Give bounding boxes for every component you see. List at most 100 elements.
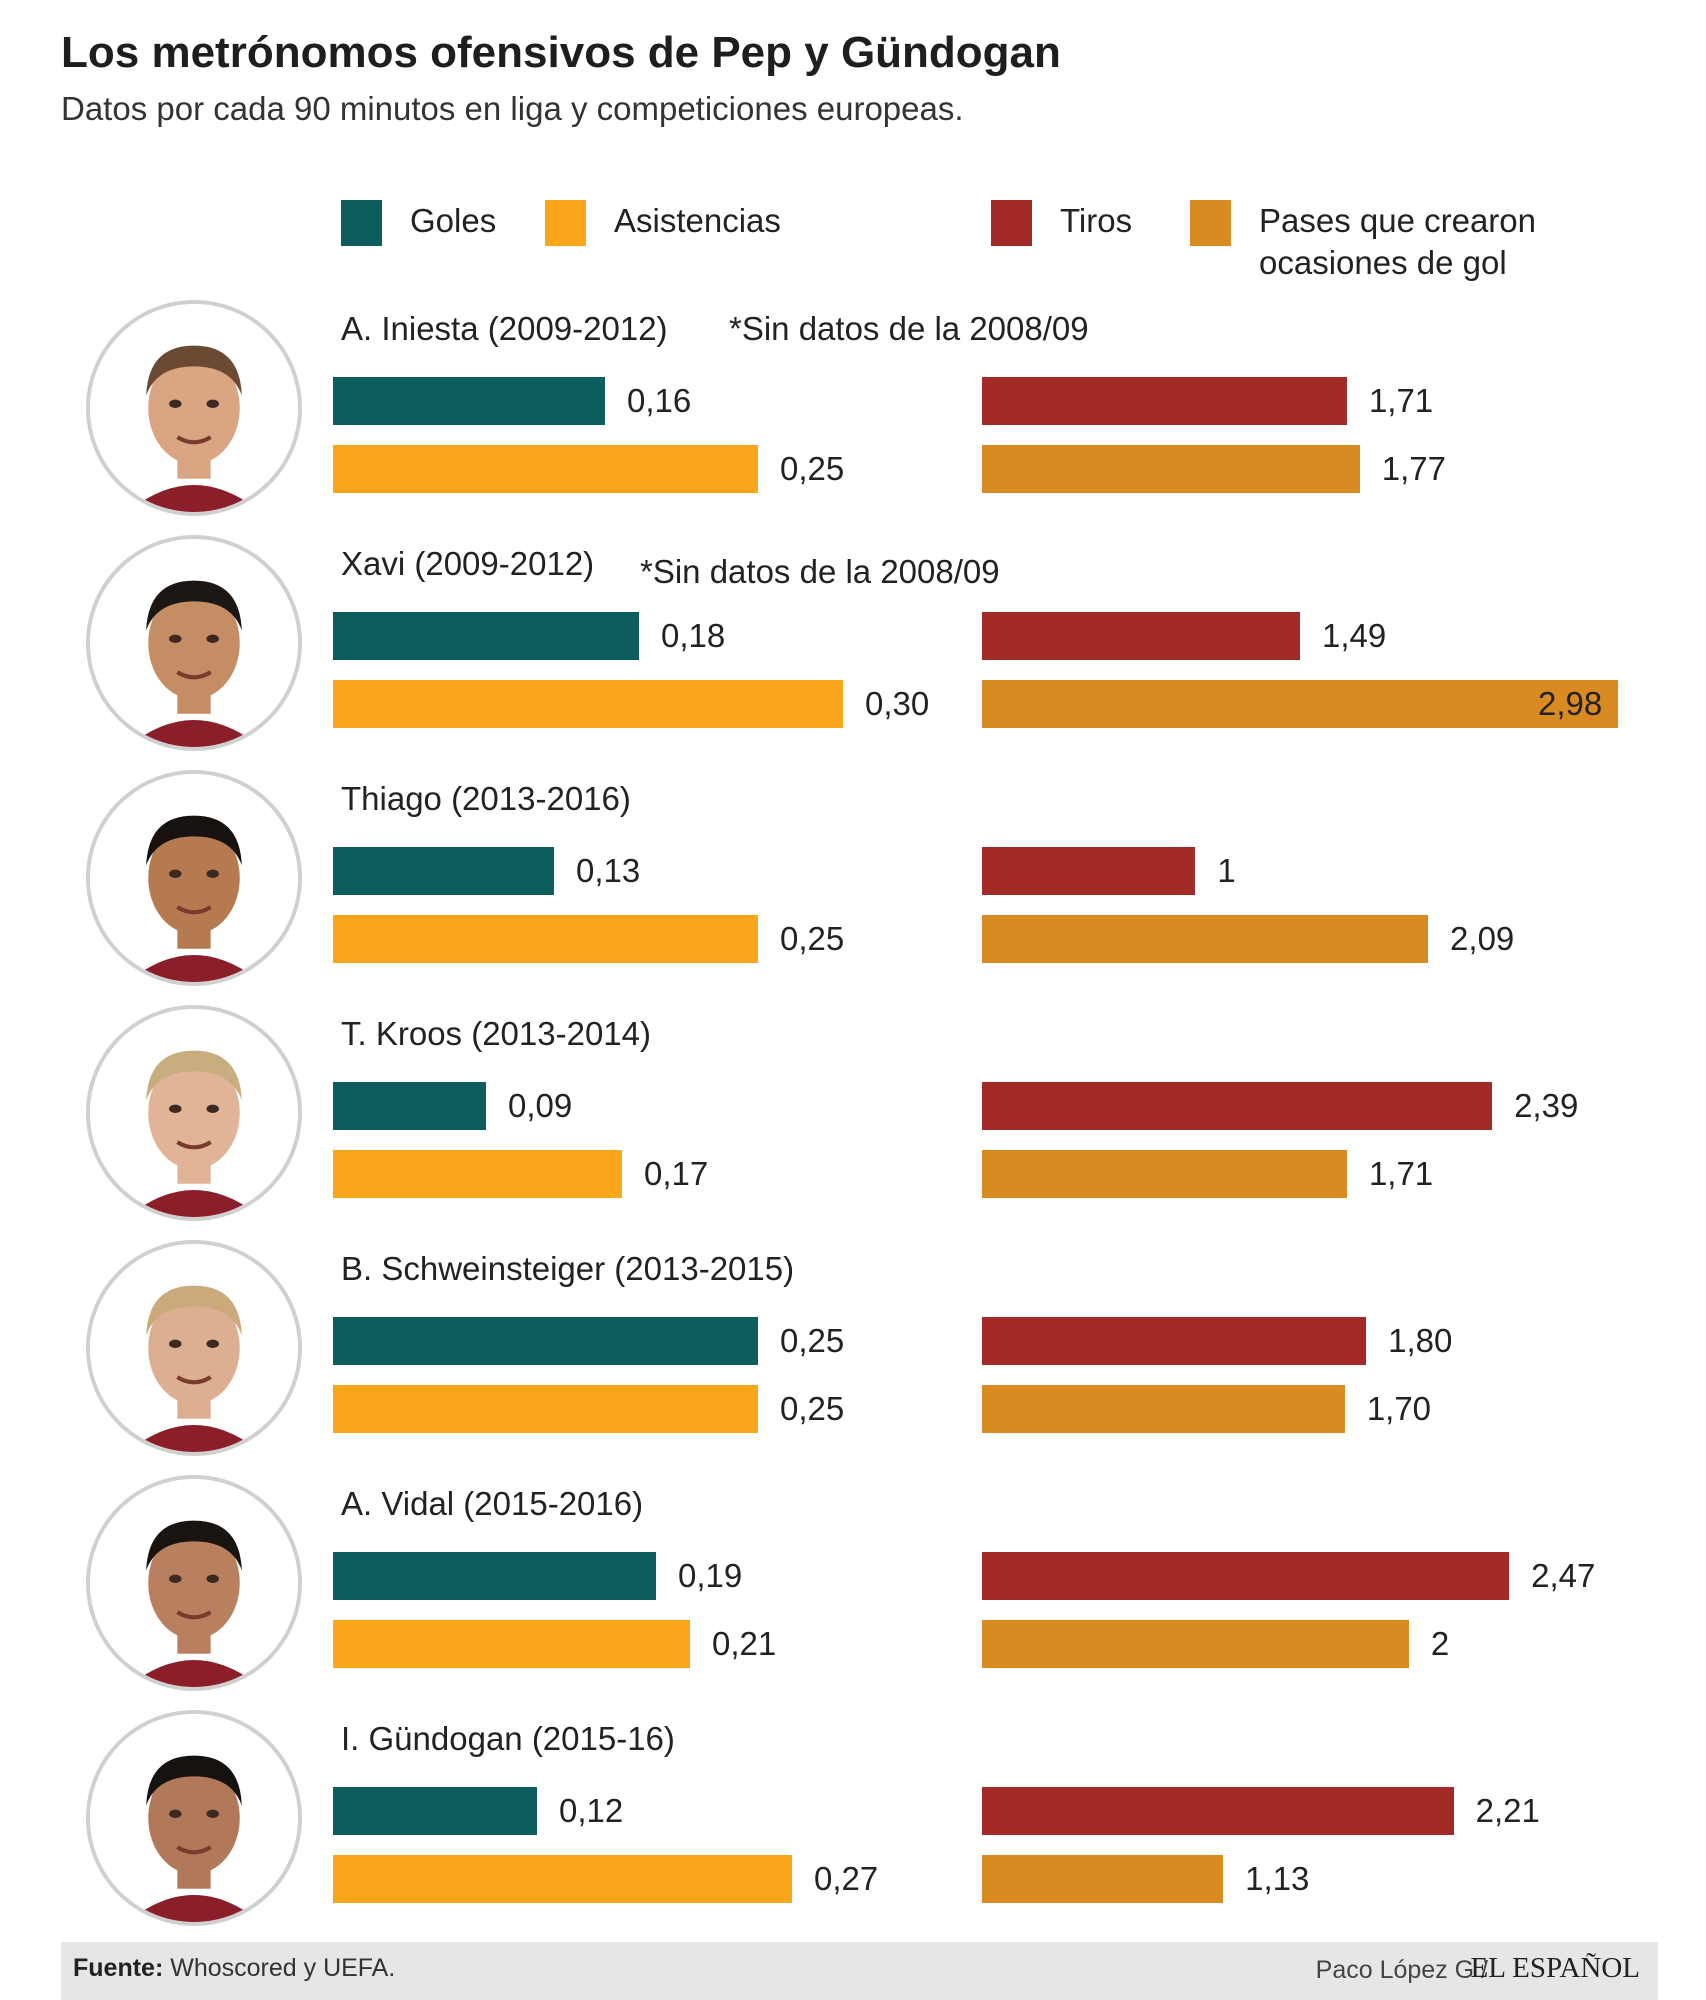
legend-swatch-goles — [341, 200, 382, 246]
player-portrait-icon — [90, 774, 298, 982]
player-name: A. Iniesta (2009-2012) — [341, 310, 668, 347]
bar-value-tiros: 1 — [1217, 852, 1236, 889]
bar-goles — [333, 1082, 486, 1130]
bar-value-goles: 0,19 — [678, 1557, 743, 1594]
player-photo — [86, 535, 302, 751]
bar-value-goles: 0,13 — [576, 852, 641, 889]
bar-value-pases-que-crearon-ocasiones-de-gol: 2 — [1430, 1625, 1450, 1662]
player-portrait-icon — [90, 539, 298, 747]
bar-value-pases-que-crearon-ocasiones-de-gol: 1,13 — [1245, 1860, 1310, 1897]
player-portrait-icon — [90, 304, 298, 512]
legend-label-pases: Pases que crearon ocasiones de gol — [1259, 202, 1537, 281]
bar-pases-que-crearon-ocasiones-de-gol — [982, 915, 1429, 963]
legend-label-tiros: Tiros — [1060, 202, 1133, 239]
player-name: B. Schweinsteiger (2013-2015) — [341, 1250, 795, 1287]
bar-value-asistencias: 0,17 — [644, 1155, 709, 1192]
bar-value-goles: 0,12 — [559, 1792, 624, 1829]
bar-tiros — [982, 377, 1347, 425]
bar-goles — [333, 847, 554, 895]
data-note: *Sin datos de la 2008/09 — [640, 553, 1000, 590]
bar-value-goles: 0,16 — [627, 382, 692, 419]
bar-value-tiros: 1,71 — [1368, 382, 1434, 419]
bar-asistencias — [333, 915, 758, 963]
player-photo — [86, 300, 302, 516]
bar-value-tiros: 2,47 — [1531, 1557, 1596, 1594]
bar-value-asistencias: 0,21 — [712, 1625, 777, 1662]
bar-goles — [333, 1787, 537, 1835]
player-row: B. Schweinsteiger (2013-2015) 0,25 0,25 1,8… — [0, 1240, 1706, 1475]
bar-pases-que-crearon-ocasiones-de-gol — [982, 1150, 1347, 1198]
bar-value-pases-que-crearon-ocasiones-de-gol: 2,09 — [1450, 920, 1515, 957]
bar-value-tiros: 2,39 — [1514, 1087, 1579, 1124]
bar-value-asistencias: 0,25 — [780, 450, 845, 487]
bar-value-asistencias: 0,30 — [865, 685, 930, 722]
footer-source: Fuente: Whoscored y UEFA. — [73, 1954, 395, 1983]
player-photo — [86, 1710, 302, 1926]
bar-value-tiros: 1,80 — [1388, 1322, 1453, 1359]
legend-item-pases: Pases que crearon ocasiones de gol — [1190, 200, 1536, 281]
footer-author: Paco López G / — [1315, 1956, 1488, 1984]
legend-label-goles: Goles — [410, 202, 497, 239]
legend-swatch-tiros — [991, 200, 1032, 246]
player-portrait-icon — [90, 1009, 298, 1217]
legend-item-tiros: Tiros — [991, 200, 1132, 246]
bar-value-goles: 0,25 — [780, 1322, 845, 1359]
bar-tiros — [982, 847, 1196, 895]
player-name: Thiago (2013-2016) — [341, 780, 631, 817]
bar-goles — [333, 1552, 656, 1600]
bar-pases-que-crearon-ocasiones-de-gol — [982, 1855, 1224, 1903]
bar-value-asistencias: 0,25 — [780, 920, 845, 957]
player-portrait-icon — [90, 1244, 298, 1452]
bar-value-tiros: 1,49 — [1322, 617, 1387, 654]
bar-pases-que-crearon-ocasiones-de-gol — [982, 1620, 1409, 1668]
player-photo — [86, 1475, 302, 1691]
bar-value-pases-que-crearon-ocasiones-de-gol: 2,98 — [1538, 685, 1603, 722]
bar-pases-que-crearon-ocasiones-de-gol — [982, 445, 1360, 493]
bar-goles — [333, 377, 605, 425]
player-row: Thiago (2013-2016) 0,13 0,25 1 2,09 — [0, 770, 1706, 1005]
legend-swatch-asistencias — [545, 200, 586, 246]
player-photo — [86, 1240, 302, 1456]
player-name: I. Gündogan (2015-16) — [341, 1720, 675, 1757]
player-portrait-icon — [90, 1479, 298, 1687]
bar-value-goles: 0,18 — [661, 617, 726, 654]
bar-asistencias — [333, 1150, 622, 1198]
data-note: *Sin datos de la 2008/09 — [729, 310, 1089, 347]
bar-asistencias — [333, 445, 758, 493]
bar-goles — [333, 1317, 758, 1365]
player-row: Xavi (2009-2012) *Sin datos de la 2008/09… — [0, 535, 1706, 770]
bar-value-pases-que-crearon-ocasiones-de-gol: 1,77 — [1381, 450, 1446, 487]
bar-goles — [333, 612, 639, 660]
bar-value-tiros: 2,21 — [1475, 1792, 1540, 1829]
footer-source-label: Fuente: — [73, 1954, 164, 1982]
player-portrait-icon — [90, 1714, 298, 1922]
bar-pases-que-crearon-ocasiones-de-gol — [982, 1385, 1345, 1433]
bar-value-asistencias: 0,27 — [814, 1860, 879, 1897]
bar-pases-que-crearon-ocasiones-de-gol — [982, 680, 1618, 728]
bar-asistencias — [333, 1385, 758, 1433]
bar-tiros — [982, 1552, 1510, 1600]
bar-asistencias — [333, 1620, 690, 1668]
player-row: A. Vidal (2015-2016) 0,19 0,21 2,47 2 — [0, 1475, 1706, 1710]
bar-value-pases-que-crearon-ocasiones-de-gol: 1,71 — [1368, 1155, 1434, 1192]
footer-brand-logo: EL ESPAÑOL — [1470, 1952, 1640, 1984]
bar-tiros — [982, 1317, 1367, 1365]
player-photo — [86, 770, 302, 986]
player-name: Xavi (2009-2012) — [341, 545, 595, 582]
legend-label-asistencias: Asistencias — [614, 202, 781, 239]
player-photo — [86, 1005, 302, 1221]
legend-item-asistencias: Asistencias — [545, 200, 781, 246]
legend-swatch-pases — [1190, 200, 1231, 246]
bar-tiros — [982, 1082, 1493, 1130]
footer: Fuente: Whoscored y UEFA. Paco López G /… — [61, 1942, 1658, 2000]
chart-subtitle: Datos por cada 90 minutos en liga y comp… — [61, 90, 964, 127]
bar-asistencias — [333, 680, 843, 728]
bar-tiros — [982, 1787, 1454, 1835]
bar-value-goles: 0,09 — [508, 1087, 573, 1124]
legend-item-goles: Goles — [341, 200, 496, 246]
bar-asistencias — [333, 1855, 792, 1903]
bar-value-asistencias: 0,25 — [780, 1390, 845, 1427]
player-row: A. Iniesta (2009-2012) *Sin datos de la 2… — [0, 300, 1706, 535]
footer-source-text: Whoscored y UEFA. — [170, 1954, 396, 1982]
player-row: I. Gündogan (2015-16) 0,12 0,27 2,21 1,13 — [0, 1710, 1706, 1945]
